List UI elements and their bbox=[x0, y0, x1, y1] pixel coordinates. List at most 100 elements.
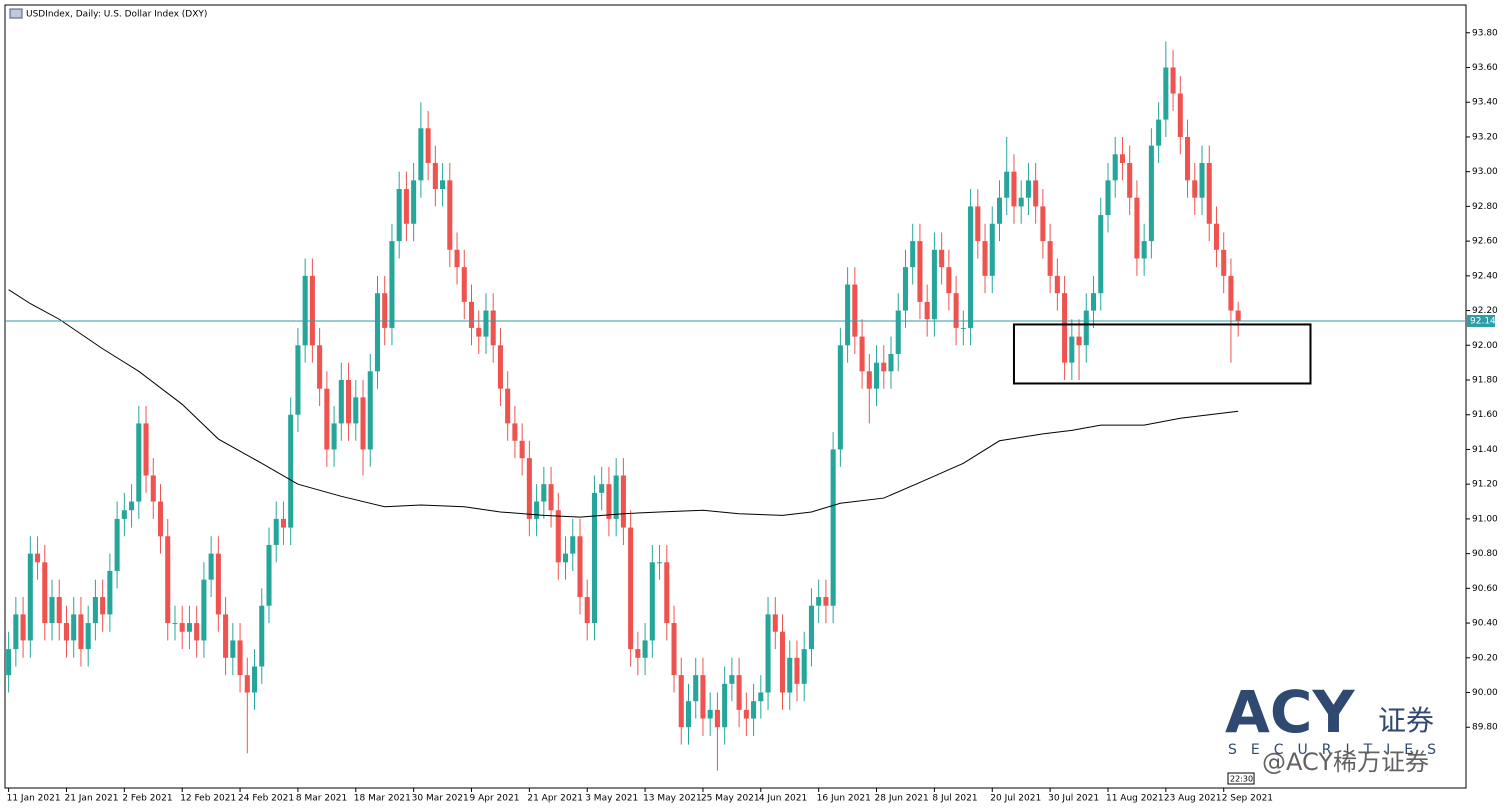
candle-body bbox=[946, 267, 952, 294]
candle-body bbox=[114, 518, 120, 571]
candle-body bbox=[591, 492, 597, 624]
candle-body bbox=[960, 327, 966, 329]
time-box bbox=[1227, 772, 1255, 785]
y-tick-label: 92.60 bbox=[1472, 237, 1498, 247]
price-tag-label: 92.14 bbox=[1470, 316, 1496, 326]
candle-body bbox=[939, 249, 945, 268]
candle-body bbox=[1083, 310, 1089, 346]
y-tick-label: 91.60 bbox=[1472, 410, 1498, 420]
candle-body bbox=[35, 553, 41, 563]
x-tick-label: 25 May 2021 bbox=[701, 794, 760, 804]
candle-body bbox=[505, 388, 511, 424]
x-tick-label: 30 Mar 2021 bbox=[412, 794, 469, 804]
candle-body bbox=[273, 518, 279, 545]
candle-body bbox=[251, 666, 258, 693]
candle-body bbox=[866, 371, 872, 389]
y-tick-label: 92.20 bbox=[1472, 306, 1498, 316]
candle-body bbox=[63, 623, 70, 641]
candle-body bbox=[700, 675, 706, 719]
price-tag bbox=[1467, 314, 1495, 327]
candle-body bbox=[859, 336, 865, 372]
candle-body bbox=[823, 597, 829, 606]
candle-body bbox=[194, 623, 200, 641]
candle-body bbox=[787, 657, 793, 693]
candle-body bbox=[765, 614, 771, 693]
x-tick-label: 3 May 2021 bbox=[585, 794, 638, 804]
candle-body bbox=[1105, 180, 1111, 216]
candle-body bbox=[165, 536, 171, 624]
candle-body bbox=[1213, 223, 1220, 250]
candle-body bbox=[910, 241, 916, 268]
chart-icon bbox=[9, 8, 23, 19]
candle-body bbox=[71, 614, 77, 641]
x-tick-label: 8 Mar 2021 bbox=[296, 794, 347, 804]
candle-body bbox=[649, 562, 655, 641]
x-tick-label: 8 Jul 2021 bbox=[932, 794, 977, 804]
candle-body bbox=[917, 241, 923, 302]
candle-body bbox=[1033, 180, 1039, 207]
candle-body bbox=[772, 614, 778, 632]
watermark-cn: 证券 bbox=[1378, 704, 1434, 737]
candle-body bbox=[808, 605, 814, 650]
candle-body bbox=[620, 475, 626, 528]
y-tick-label: 93.20 bbox=[1472, 132, 1498, 142]
candle-body bbox=[779, 631, 786, 693]
candle-body bbox=[201, 579, 207, 641]
candle-body bbox=[346, 380, 352, 424]
moving-average bbox=[8, 289, 1239, 518]
candle-body bbox=[85, 623, 91, 650]
candle-body bbox=[628, 527, 634, 650]
candle-body bbox=[1119, 154, 1125, 163]
y-tick-label: 93.00 bbox=[1472, 167, 1498, 177]
candle-body bbox=[418, 128, 424, 181]
candle-body bbox=[230, 640, 236, 658]
candle-body bbox=[606, 484, 612, 519]
candle-body bbox=[852, 284, 858, 337]
candle-body bbox=[1163, 67, 1169, 120]
y-tick-label: 92.00 bbox=[1472, 341, 1498, 351]
candle-body bbox=[179, 623, 185, 632]
candle-body bbox=[1127, 162, 1133, 198]
candle-body bbox=[454, 249, 460, 268]
y-tick-label: 90.20 bbox=[1472, 653, 1498, 663]
candle-body bbox=[1076, 336, 1082, 346]
candle-body bbox=[924, 301, 930, 320]
watermark-brand: ACY bbox=[1225, 678, 1355, 746]
candle-body bbox=[295, 345, 301, 415]
y-tick-label: 91.00 bbox=[1472, 514, 1498, 524]
candle-body bbox=[490, 310, 496, 346]
candle-body bbox=[107, 570, 113, 615]
candle-body bbox=[599, 484, 605, 493]
candle-body bbox=[801, 649, 807, 684]
candle-body bbox=[1170, 67, 1176, 94]
candle-body bbox=[519, 440, 525, 459]
candle-body bbox=[432, 162, 438, 190]
x-tick-label: 24 Feb 2021 bbox=[238, 794, 294, 804]
candle-body bbox=[526, 458, 532, 519]
candle-body bbox=[953, 293, 959, 328]
candle-body bbox=[902, 267, 908, 311]
x-tick-label: 13 May 2021 bbox=[643, 794, 702, 804]
x-tick-label: 23 Aug 2021 bbox=[1164, 794, 1222, 804]
candle-body bbox=[1185, 136, 1191, 181]
candle-body bbox=[714, 709, 720, 728]
y-tick-label: 90.80 bbox=[1472, 549, 1498, 559]
candle-body bbox=[548, 484, 554, 511]
y-tick-label: 91.20 bbox=[1472, 480, 1498, 490]
x-tick-label: 16 Jun 2021 bbox=[817, 794, 871, 804]
candle-body bbox=[1011, 171, 1017, 207]
candle-body bbox=[729, 675, 735, 684]
candle-body bbox=[657, 562, 663, 564]
candle-body bbox=[331, 423, 337, 450]
candle-body bbox=[389, 241, 395, 328]
candle-body bbox=[1018, 197, 1024, 207]
candle-body bbox=[266, 544, 272, 606]
x-tick-label: 18 Mar 2021 bbox=[354, 794, 411, 804]
candle-body bbox=[751, 701, 757, 719]
candle-body bbox=[447, 180, 453, 250]
candle-body bbox=[1025, 180, 1031, 198]
y-tick-label: 90.00 bbox=[1472, 688, 1498, 698]
candle-body bbox=[172, 623, 178, 625]
candle-body bbox=[382, 293, 388, 328]
